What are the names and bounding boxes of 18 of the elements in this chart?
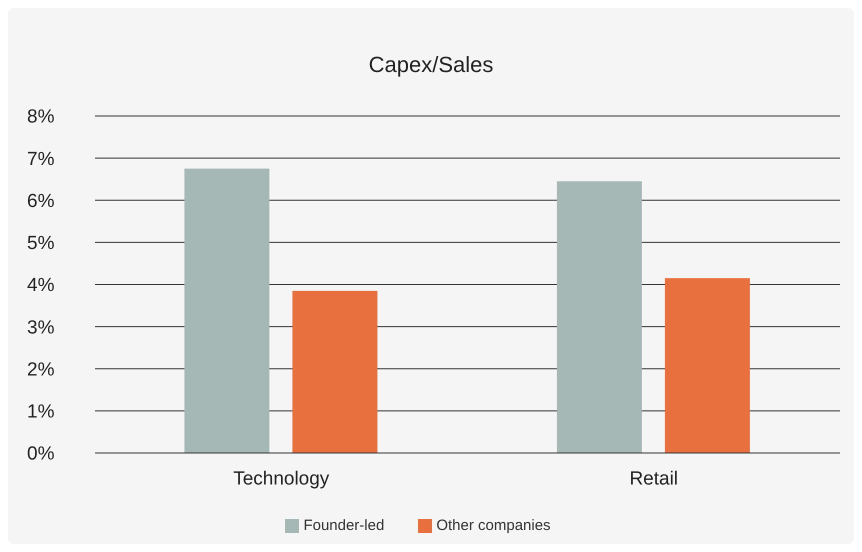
bar [556,181,642,453]
y-tick-label: 7% [27,148,55,170]
y-tick-label: 6% [27,190,55,212]
bar [184,168,270,453]
y-tick-label: 3% [27,317,55,338]
x-tick-label: Retail [629,468,678,490]
legend-label: Other companies [436,517,551,534]
y-tick-label: 0% [27,444,55,465]
y-tick-label: 8% [27,106,55,128]
chart-title: Capex/Sales [368,52,494,78]
bar [292,290,378,453]
x-tick-label: Technology [233,468,330,490]
bar [664,278,750,453]
y-tick-label: 1% [27,402,55,423]
y-tick-label: 5% [27,233,55,254]
y-tick-label: 4% [27,275,55,296]
y-tick-label: 2% [27,359,55,380]
legend-label: Founder-led [303,517,384,534]
